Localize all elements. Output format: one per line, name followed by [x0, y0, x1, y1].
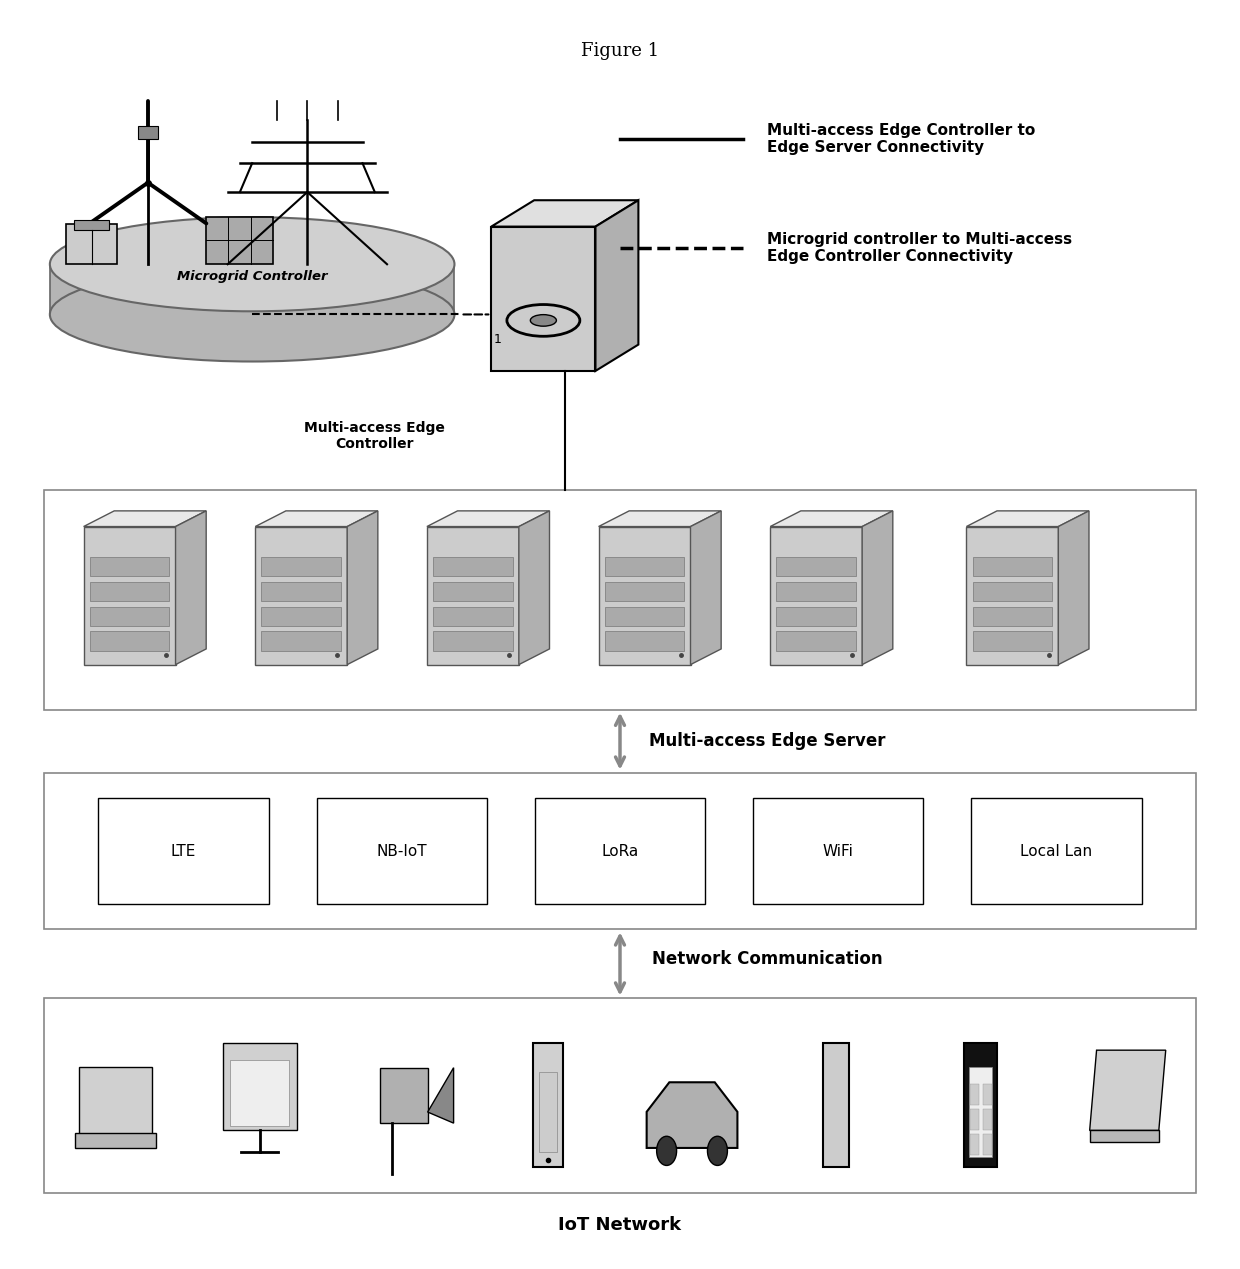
- Polygon shape: [79, 1066, 153, 1138]
- Polygon shape: [433, 557, 512, 576]
- Text: WiFi: WiFi: [823, 844, 853, 859]
- FancyBboxPatch shape: [43, 999, 1197, 1193]
- Polygon shape: [972, 581, 1053, 602]
- Polygon shape: [982, 1084, 992, 1104]
- Polygon shape: [381, 1067, 428, 1123]
- Polygon shape: [176, 511, 206, 665]
- Polygon shape: [533, 1043, 563, 1167]
- Polygon shape: [262, 607, 341, 626]
- Polygon shape: [970, 1134, 978, 1155]
- Polygon shape: [74, 221, 109, 231]
- Polygon shape: [972, 557, 1053, 576]
- Ellipse shape: [531, 315, 557, 326]
- Polygon shape: [138, 126, 157, 138]
- Polygon shape: [970, 1109, 978, 1129]
- FancyBboxPatch shape: [316, 798, 487, 905]
- Polygon shape: [83, 527, 176, 665]
- Polygon shape: [599, 511, 722, 527]
- Polygon shape: [1058, 511, 1089, 665]
- Polygon shape: [1090, 1051, 1166, 1131]
- Polygon shape: [599, 527, 691, 665]
- Polygon shape: [972, 632, 1053, 651]
- Polygon shape: [776, 632, 856, 651]
- Polygon shape: [518, 511, 549, 665]
- Text: Multi-access Edge Controller to
Edge Server Connectivity: Multi-access Edge Controller to Edge Ser…: [768, 123, 1035, 155]
- Polygon shape: [776, 557, 856, 576]
- Ellipse shape: [50, 217, 455, 311]
- Polygon shape: [83, 511, 206, 527]
- Polygon shape: [89, 581, 170, 602]
- Text: Network Communication: Network Communication: [652, 949, 883, 967]
- Polygon shape: [823, 1043, 849, 1167]
- Polygon shape: [982, 1109, 992, 1129]
- Polygon shape: [231, 1061, 289, 1126]
- Polygon shape: [89, 557, 170, 576]
- Polygon shape: [491, 227, 595, 371]
- Polygon shape: [982, 1134, 992, 1155]
- Polygon shape: [50, 264, 455, 315]
- Text: 1: 1: [494, 334, 501, 346]
- Polygon shape: [427, 527, 518, 665]
- FancyBboxPatch shape: [534, 798, 706, 905]
- Text: Microgrid Controller: Microgrid Controller: [177, 270, 327, 283]
- Text: Microgrid controller to Multi-access
Edge Controller Connectivity: Microgrid controller to Multi-access Edg…: [768, 232, 1073, 264]
- Polygon shape: [206, 217, 273, 264]
- Text: LoRa: LoRa: [601, 844, 639, 859]
- Polygon shape: [491, 201, 639, 227]
- Polygon shape: [539, 1072, 557, 1152]
- Polygon shape: [646, 1082, 738, 1148]
- Ellipse shape: [50, 268, 455, 362]
- Polygon shape: [427, 511, 549, 527]
- Polygon shape: [605, 581, 684, 602]
- Polygon shape: [66, 225, 118, 264]
- Text: Local Lan: Local Lan: [1021, 844, 1092, 859]
- Polygon shape: [89, 607, 170, 626]
- Polygon shape: [595, 201, 639, 371]
- Polygon shape: [262, 581, 341, 602]
- Polygon shape: [262, 557, 341, 576]
- FancyBboxPatch shape: [753, 798, 924, 905]
- Polygon shape: [970, 1084, 978, 1104]
- Ellipse shape: [657, 1136, 677, 1165]
- Polygon shape: [968, 1067, 992, 1156]
- Polygon shape: [433, 607, 512, 626]
- Polygon shape: [605, 607, 684, 626]
- Polygon shape: [255, 527, 347, 665]
- Polygon shape: [1090, 1131, 1159, 1142]
- Polygon shape: [255, 511, 378, 527]
- Text: Multi-access Edge Server: Multi-access Edge Server: [649, 732, 885, 750]
- FancyBboxPatch shape: [971, 798, 1142, 905]
- FancyBboxPatch shape: [43, 773, 1197, 929]
- Polygon shape: [605, 632, 684, 651]
- Text: IoT Network: IoT Network: [558, 1216, 682, 1233]
- Polygon shape: [605, 557, 684, 576]
- Polygon shape: [972, 607, 1053, 626]
- Polygon shape: [76, 1133, 156, 1148]
- Polygon shape: [966, 511, 1089, 527]
- Polygon shape: [691, 511, 722, 665]
- Polygon shape: [966, 527, 1058, 665]
- Text: LTE: LTE: [171, 844, 196, 859]
- Polygon shape: [223, 1043, 296, 1131]
- Polygon shape: [776, 581, 856, 602]
- Polygon shape: [433, 581, 512, 602]
- Polygon shape: [433, 632, 512, 651]
- Polygon shape: [963, 1043, 997, 1167]
- Text: Figure 1: Figure 1: [580, 42, 660, 60]
- Polygon shape: [770, 527, 862, 665]
- Polygon shape: [262, 632, 341, 651]
- Ellipse shape: [708, 1136, 728, 1165]
- Polygon shape: [776, 607, 856, 626]
- Polygon shape: [862, 511, 893, 665]
- Text: Multi-access Edge
Controller: Multi-access Edge Controller: [304, 421, 445, 452]
- FancyBboxPatch shape: [98, 798, 269, 905]
- Polygon shape: [428, 1067, 454, 1123]
- Polygon shape: [770, 511, 893, 527]
- Text: NB-IoT: NB-IoT: [377, 844, 427, 859]
- Polygon shape: [89, 632, 170, 651]
- FancyBboxPatch shape: [43, 490, 1197, 709]
- Polygon shape: [347, 511, 378, 665]
